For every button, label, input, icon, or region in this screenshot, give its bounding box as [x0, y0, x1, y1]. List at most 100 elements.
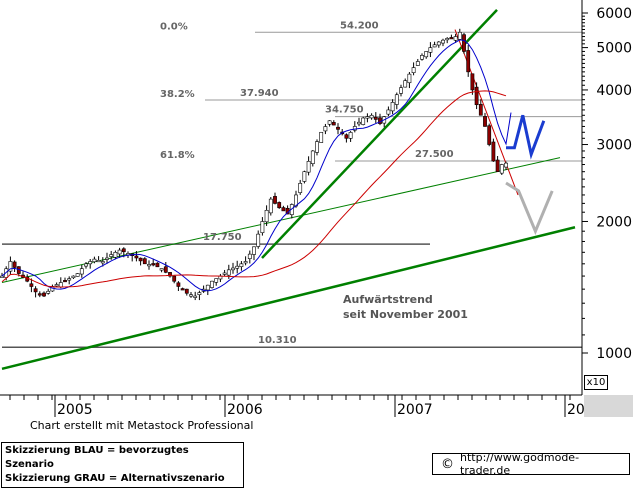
plot-area [0, 0, 582, 395]
source-credit[interactable]: © http://www.godmode-trader.de [432, 451, 630, 477]
chart-credit-note: Chart erstellt mit Metastock Professiona… [30, 419, 254, 432]
candle-body [424, 51, 429, 58]
candle-body [138, 257, 143, 262]
candle-body [134, 255, 139, 259]
trend-annotation-2: seit November 2001 [343, 308, 468, 321]
candle-body [147, 264, 151, 267]
candle-body [197, 292, 202, 295]
candle-body [365, 116, 370, 119]
candle-body [466, 50, 471, 73]
trend-annotation-1: Aufwärtstrend [343, 293, 433, 306]
multiplier-badge: x10 [584, 375, 608, 390]
candle-body [84, 263, 88, 267]
candle-body [462, 34, 466, 52]
candle-body [310, 150, 315, 165]
candle-body [63, 280, 67, 283]
candle-body [79, 268, 84, 275]
candle-body [29, 283, 34, 287]
candle-body [289, 204, 294, 215]
candle-body [151, 263, 156, 266]
y-tick-label: 5000 [596, 41, 632, 57]
candle-body [243, 261, 248, 264]
candle-body [189, 294, 193, 297]
candle-body [420, 55, 424, 60]
candle-body [256, 233, 261, 247]
candle-body [260, 221, 265, 234]
source-url[interactable]: http://www.godmode-trader.de [460, 451, 580, 477]
candle-body [369, 114, 374, 119]
candle-body [487, 125, 492, 145]
candle-body [168, 272, 172, 277]
candle-body [214, 278, 219, 283]
candle-body [277, 202, 282, 209]
candle-body [264, 209, 269, 223]
candle-body [499, 164, 504, 174]
candle-body [504, 162, 508, 168]
level-label: 27.500 [415, 149, 454, 160]
candle-body [306, 161, 311, 173]
candle-body [105, 257, 109, 260]
x-tick-label: 2005 [57, 402, 93, 418]
candle-body [58, 282, 63, 288]
candle-body [231, 267, 235, 271]
candle-body [92, 258, 97, 263]
candle-body [75, 273, 80, 277]
candle-body [226, 269, 231, 276]
candle-body [180, 288, 185, 291]
candle-body [411, 67, 416, 73]
candle-body [344, 134, 349, 139]
candles [0, 28, 512, 301]
candle-body [37, 293, 42, 296]
candle-body [54, 284, 59, 287]
candle-body [113, 252, 118, 258]
candle-body [352, 126, 357, 131]
candle-body [42, 292, 46, 297]
candle-body [390, 102, 395, 112]
candle-body [407, 73, 412, 84]
candle-body [483, 116, 487, 127]
moving-average-blue [1, 39, 512, 292]
x-axis-band [0, 395, 582, 417]
candle-body [449, 37, 454, 40]
level-label: 10.310 [258, 335, 297, 346]
blue-scenario-path [506, 114, 546, 160]
legend-blue: Skizzierung BLAU = bevorzugtes Szenario [5, 445, 189, 470]
y-tick-label: 3000 [596, 138, 632, 154]
candle-body [357, 121, 361, 125]
candle-body [428, 47, 433, 53]
candle-body [71, 275, 76, 279]
candle-body [298, 183, 303, 193]
candle-body [432, 44, 437, 48]
y-tick-label: 2000 [596, 214, 632, 230]
candle-body [222, 272, 227, 275]
level-label: 34.750 [325, 105, 364, 116]
level-label: 37.940 [240, 88, 279, 99]
candle-body [176, 282, 181, 287]
candle-body [315, 141, 319, 153]
candle-body [373, 116, 378, 120]
candle-body [445, 38, 450, 41]
fib-label: 0.0% [160, 21, 188, 32]
candle-body [268, 198, 273, 214]
candle-body [470, 73, 475, 91]
candle-body [155, 262, 160, 268]
x-tick-label: 20 [567, 402, 585, 418]
y-tick-label: 4000 [596, 83, 632, 99]
candle-body [478, 104, 483, 116]
fib-label: 61.8% [160, 150, 195, 161]
legend-grey: Skizzierung GRAU = Alternativszenario [5, 473, 225, 484]
candle-body [205, 284, 210, 291]
candle-body [193, 295, 198, 298]
level-label: 54.200 [340, 20, 379, 31]
candle-body [399, 87, 403, 94]
candle-body [323, 126, 328, 132]
candle-body [33, 288, 38, 293]
candle-body [441, 39, 445, 44]
candle-body [172, 275, 177, 282]
candle-body [109, 254, 114, 257]
candle-body [247, 253, 252, 259]
long-trendline [1, 226, 576, 371]
copyright-icon: © [441, 456, 454, 472]
candle-body [403, 80, 408, 88]
candle-body [415, 61, 420, 66]
